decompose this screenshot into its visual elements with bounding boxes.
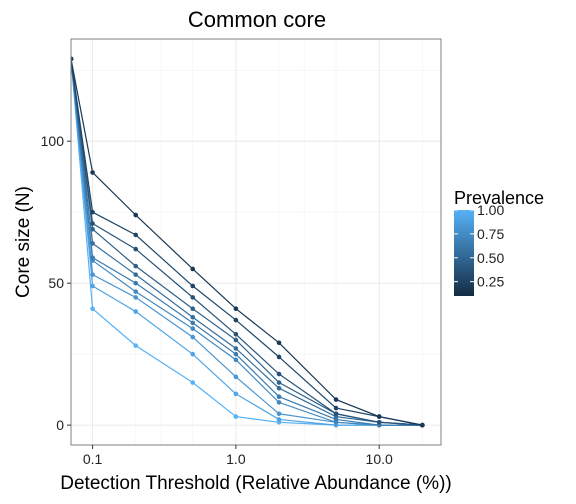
legend-colorbar xyxy=(454,210,474,296)
data-point xyxy=(276,411,282,417)
data-point xyxy=(90,306,95,312)
data-point xyxy=(276,417,282,422)
data-point xyxy=(333,411,339,417)
data-point xyxy=(276,371,282,377)
y-tick-label: 100 xyxy=(41,133,65,149)
data-point xyxy=(90,226,95,232)
plot-border xyxy=(70,38,442,446)
y-tick-label: 50 xyxy=(48,275,64,291)
data-point xyxy=(133,309,139,314)
data-point xyxy=(133,280,139,286)
data-point xyxy=(233,317,239,323)
data-point xyxy=(333,405,339,411)
data-point xyxy=(276,340,282,346)
data-point xyxy=(190,314,196,320)
data-point xyxy=(190,295,196,300)
data-point xyxy=(376,419,382,425)
data-point xyxy=(133,295,139,300)
data-point xyxy=(190,351,196,357)
data-point xyxy=(133,289,139,294)
data-point xyxy=(90,255,95,260)
data-point xyxy=(420,422,425,428)
data-point xyxy=(133,263,139,269)
x-axis-ticks: 0.1 1.0 10.0 xyxy=(83,445,393,467)
y-tick-label: 0 xyxy=(56,417,64,433)
data-point xyxy=(133,232,139,238)
data-point xyxy=(276,394,282,400)
data-point xyxy=(233,306,239,312)
data-point xyxy=(233,391,239,397)
y-axis-title: Core size (N) xyxy=(13,186,34,298)
data-point xyxy=(90,209,95,215)
data-point xyxy=(71,56,74,62)
legend-title: Prevalence xyxy=(454,188,544,208)
data-point xyxy=(133,343,139,348)
data-point xyxy=(233,331,239,337)
data-point xyxy=(190,283,196,289)
data-point xyxy=(233,357,239,363)
x-tick-label: 10.0 xyxy=(366,451,393,467)
data-point xyxy=(190,266,196,272)
legend-tick-label: 0.75 xyxy=(477,226,504,242)
x-axis-title: Detection Threshold (Relative Abundance … xyxy=(60,473,451,494)
legend-ticks: 1.00 0.75 0.50 0.25 xyxy=(454,202,504,290)
legend-tick-label: 0.25 xyxy=(477,274,504,290)
data-point xyxy=(190,380,196,385)
data-point xyxy=(90,221,95,226)
legend-tick-label: 1.00 xyxy=(477,202,504,218)
legend: Prevalence 1.00 0.75 0.50 0.25 xyxy=(454,188,544,296)
plot-background xyxy=(71,39,441,445)
data-point xyxy=(233,374,239,380)
series-points xyxy=(71,56,425,428)
data-point xyxy=(190,334,196,340)
data-point xyxy=(133,212,139,218)
data-point xyxy=(276,380,282,385)
data-point xyxy=(90,241,95,246)
data-point xyxy=(190,320,196,326)
data-point xyxy=(133,272,139,277)
data-point xyxy=(90,283,95,289)
data-point xyxy=(133,246,139,252)
data-point xyxy=(90,170,95,175)
y-axis-ticks: 0 50 100 xyxy=(41,133,71,433)
data-point xyxy=(233,346,239,351)
data-point xyxy=(233,351,239,357)
data-point xyxy=(233,337,239,343)
data-point xyxy=(276,400,282,405)
x-tick-label: 1.0 xyxy=(226,451,246,467)
data-point xyxy=(190,326,196,331)
chart-title: Common core xyxy=(188,7,326,32)
data-point xyxy=(90,272,95,277)
data-point xyxy=(276,354,282,360)
x-tick-label: 0.1 xyxy=(83,451,103,467)
data-point xyxy=(190,306,196,312)
data-point xyxy=(333,397,339,402)
data-point xyxy=(276,385,282,391)
data-point xyxy=(376,414,382,419)
legend-tick-label: 0.50 xyxy=(477,250,504,266)
data-point xyxy=(233,414,239,419)
